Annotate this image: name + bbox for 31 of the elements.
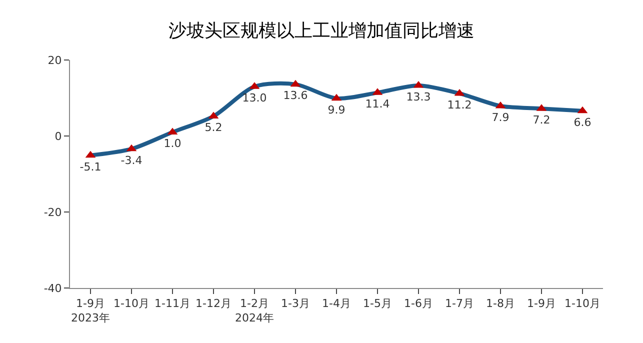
data-label: 6.6: [574, 116, 592, 129]
data-label: 11.4: [365, 98, 390, 111]
x-tick-label: 1-10月: [564, 297, 600, 310]
data-label: 9.9: [328, 103, 346, 116]
data-label: -3.4: [120, 154, 142, 167]
x-tick-label: 1-10月: [114, 297, 150, 310]
x-tick-label: 1-9月: [527, 297, 556, 310]
data-label: 1.0: [164, 137, 182, 150]
data-label: 11.2: [447, 98, 472, 112]
data-label: 13.6: [283, 89, 308, 102]
x-tick-label: 1-5月: [363, 297, 392, 310]
x-tick-label: 1-2月 2024年: [235, 297, 274, 324]
chart-title: 沙坡头区规模以上工业增加值同比增速: [168, 20, 474, 42]
x-tick-label: 1-12月: [196, 297, 232, 310]
x-tick-label: 1-3月: [281, 297, 310, 310]
data-label: 7.9: [492, 110, 510, 124]
y-tick-label: -40: [44, 282, 62, 295]
data-label: 13.0: [242, 91, 267, 104]
x-tick-label: 1-8月: [486, 297, 515, 310]
x-tick-label: 1-11月: [154, 297, 190, 310]
data-label: 5.2: [204, 121, 222, 134]
data-label: 13.3: [406, 90, 431, 104]
y-tick-label: 20: [48, 54, 62, 67]
y-tick-label: 0: [54, 130, 62, 143]
x-tick-label: 1-9月 2023年: [71, 297, 110, 324]
y-tick-label: -20: [44, 206, 62, 219]
x-tick-label: 1-7月: [445, 297, 474, 310]
data-label: 7.2: [532, 114, 550, 127]
data-label: -5.1: [80, 160, 102, 174]
x-tick-label: 1-4月: [322, 297, 351, 310]
x-tick-label: 1-6月: [404, 297, 433, 310]
